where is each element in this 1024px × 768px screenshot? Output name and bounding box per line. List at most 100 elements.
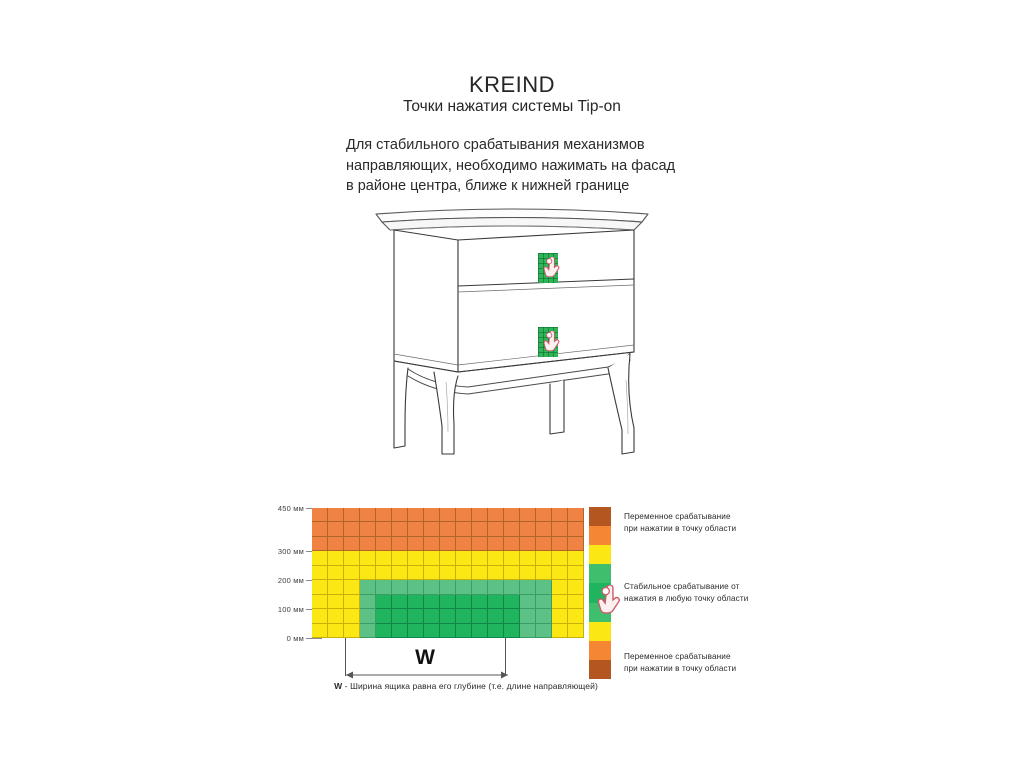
heatmap-cell [568,551,584,566]
heatmap-cell [456,551,472,566]
heatmap-cell [456,536,472,552]
heatmap-cell [472,580,488,595]
heatmap-cell [376,522,392,537]
heatmap-cell [408,508,424,523]
heatmap-cell [360,594,376,610]
heatmap-cell [440,609,456,624]
heatmap-cell [520,580,536,595]
legend-unstable-top: Переменное срабатывание при нажатии в то… [624,511,794,535]
heatmap-cell [536,551,552,566]
dimension-symbol-w: W [415,646,435,669]
heatmap-cell [328,580,344,595]
heatmap-cell [328,551,344,566]
heatmap-cell [328,565,344,581]
dimension-arrow-line [346,671,508,679]
heatmap-cell [328,522,344,537]
heatmap-cell [376,580,392,595]
heatmap-cell [472,565,488,581]
heatmap-cell [488,623,504,638]
heatmap-cell [424,623,440,638]
heatmap-cell [408,551,424,566]
heatmap-cell [568,609,584,624]
heatmap-cell [472,609,488,624]
heatmap-cell [552,508,568,523]
heatmap-cell [504,594,520,610]
heatmap-cell [328,609,344,624]
legend-band [589,526,611,546]
hand-pointer-icon [597,584,625,624]
intro-paragraph: Для стабильного срабатывания механизмов … [346,135,766,197]
heatmap-cell [488,594,504,610]
heatmap-cell [360,609,376,624]
intro-line-3: в районе центра, ближе к нижней границе [346,178,630,194]
heatmap-cell [360,508,376,523]
heatmap-cell [456,522,472,537]
heatmap-cell [392,580,408,595]
heatmap-cell [456,609,472,624]
heatmap-cell [440,551,456,566]
heatmap-cell [312,580,328,595]
heatmap-cell [312,522,328,537]
heatmap-cell [440,594,456,610]
heatmap-cell [312,623,328,638]
heatmap-cell [424,551,440,566]
heatmap-cell [408,536,424,552]
heatmap-cell [424,565,440,581]
heatmap-cell [312,609,328,624]
heatmap-cell [360,536,376,552]
heatmap-cell [568,536,584,552]
heatmap-cell [392,623,408,638]
heatmap-cell [520,508,536,523]
heatmap-cell [440,565,456,581]
heatmap-cell [552,536,568,552]
dimension-caption: W - Ширина ящика равна его глубине (т.е.… [256,681,676,691]
heatmap-cell [504,551,520,566]
heatmap-cell [440,522,456,537]
heatmap-cell [312,594,328,610]
heatmap-cell [536,522,552,537]
heatmap-cell [392,565,408,581]
heatmap-cell [312,508,328,523]
legend-band [589,507,611,527]
legend-band [589,545,611,565]
heatmap-grid [312,508,584,638]
heatmap-cell [552,551,568,566]
heatmap-cell [568,580,584,595]
heatmap-cell [392,508,408,523]
heatmap-cell [312,565,328,581]
legend-stable-line2: нажатия в любую точку области [624,594,749,603]
heatmap-cell [424,594,440,610]
ytick-label-450: 450 мм [277,504,304,513]
heatmap-cell [344,508,360,523]
heatmap-cell [488,609,504,624]
heatmap-cell [328,623,344,638]
heatmap-cell [360,522,376,537]
heatmap-cell [552,594,568,610]
heatmap-cell [488,508,504,523]
heatmap-cell [472,536,488,552]
heatmap-cell [328,594,344,610]
heatmap-cell [568,565,584,581]
heatmap-cell [472,508,488,523]
heatmap-cell [392,536,408,552]
heatmap-cell [520,609,536,624]
intro-line-2: направляющих, необходимо нажимать на фас… [346,157,676,174]
heatmap-cell [472,551,488,566]
heatmap-cell [456,565,472,581]
heatmap-cell [552,580,568,595]
legend-band [589,621,611,641]
heatmap-cell [408,609,424,624]
heatmap-cell [472,623,488,638]
heatmap-cell [456,580,472,595]
heatmap-cell [520,522,536,537]
heatmap-cell [376,609,392,624]
heatmap-cell [328,508,344,523]
heatmap-cell [568,623,584,638]
heatmap-cell [344,536,360,552]
ytick-mark-0 [306,638,322,639]
heatmap-cell [504,565,520,581]
page-title: KREIND [468,72,556,97]
heatmap-cell [360,623,376,638]
heatmap-cell [344,565,360,581]
